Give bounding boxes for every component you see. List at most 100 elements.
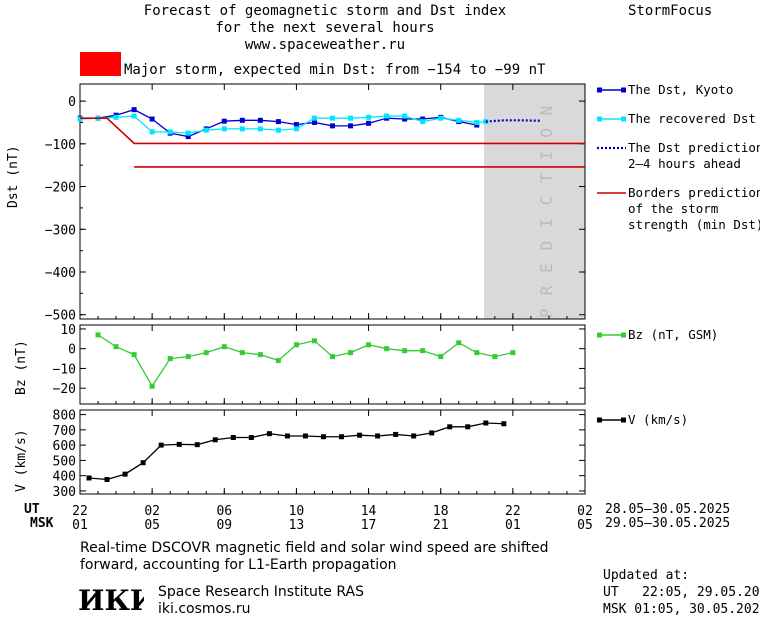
data-point-the-recovered-dst [77,116,83,122]
dst-axis-label: Dst (nT) [6,145,21,208]
legend-marker-dst-kyoto [597,87,602,93]
msk-tick-label: 01 [505,518,521,533]
prediction-zone [484,84,585,319]
data-point-the-recovered-dst [221,126,227,132]
data-point-the-recovered-dst [366,114,372,120]
y-tick-label: 600 [53,439,76,454]
data-point-the-dst-kyoto [348,123,354,129]
data-point-v-km-s [230,434,236,440]
legend-label-dst-prediction: The Dst prediction [628,140,760,155]
data-point-v-km-s [429,430,435,436]
data-point-v-km-s [158,442,164,448]
data-point-v-km-s [339,434,345,440]
data-point-bz-nt-gsm [348,350,354,356]
data-point-bz-nt-gsm [384,346,390,352]
data-point-the-dst-kyoto [402,116,408,122]
legend-marker-recovered-dst [597,116,602,122]
data-point-the-recovered-dst [293,126,299,132]
data-point-the-dst-kyoto [221,118,227,124]
data-point-v-km-s [104,476,110,482]
storm-alert-text: Major storm, expected min Dst: from −154… [124,62,546,78]
ut-tick-label: 02 [577,504,593,519]
ut-tick-label: 02 [144,504,160,519]
series-line-the-recovered-dst [79,115,486,134]
ut-tick-label: 22 [72,504,88,519]
institute-website[interactable]: iki.cosmos.ru [158,601,251,617]
data-point-v-km-s [465,424,471,430]
prediction-zone-letter: O [537,128,556,138]
storm-alert-swatch [80,52,121,76]
legend-label-bz: Bz (nT, GSM) [628,327,718,342]
data-point-the-dst-kyoto [420,116,426,122]
data-point-the-recovered-dst [257,126,263,132]
data-point-v-km-s [483,420,489,426]
data-point-v-km-s [248,434,254,440]
y-tick-label: −20 [53,382,76,397]
data-point-the-dst-kyoto [131,107,137,113]
data-point-the-recovered-dst [203,127,209,133]
data-point-the-dst-kyoto [149,116,155,122]
prediction-zone-letter: D [537,241,556,251]
ut-tick-label: 18 [433,504,449,519]
data-point-the-dst-kyoto [293,122,299,128]
data-point-the-recovered-dst [185,130,191,136]
data-point-v-km-s [447,424,453,430]
data-point-v-km-s [194,442,200,448]
data-point-bz-nt-gsm [492,354,498,360]
footer-note-line1: Real-time DSCOVR magnetic field and sola… [80,540,549,556]
y-tick-label: 700 [53,424,76,439]
data-point-the-recovered-dst [167,129,173,135]
y-tick-label: 10 [60,323,76,338]
data-point-the-dst-kyoto [366,120,372,126]
data-point-bz-nt-gsm [131,352,137,358]
data-point-the-recovered-dst [239,126,245,132]
data-point-the-recovered-dst [402,113,408,119]
iki-logo-text: ИКИ [78,584,144,614]
data-point-bz-nt-gsm [474,350,480,356]
panel-frame [79,409,586,495]
prediction-zone-letter: C [537,196,556,206]
data-point-the-recovered-dst [330,115,335,121]
ut-label: UT [24,502,40,517]
data-point-bz-nt-gsm [311,338,317,344]
series-line-bz-nt-gsm [97,334,513,388]
data-point-bz-nt-gsm [257,352,263,358]
data-point-v-km-s [375,433,381,439]
data-point-the-dst-kyoto [474,122,480,128]
bz-axis-label: Bz (nT) [14,340,29,395]
data-point-the-dst-kyoto [239,117,245,123]
data-point-the-recovered-dst [456,117,462,123]
updated-label: Updated at: [603,568,690,583]
prediction-zone-letter: I [537,218,556,228]
data-point-the-recovered-dst [438,115,444,121]
iki-logo[interactable]: ИКИ [78,584,156,617]
legend-marker-v [597,417,602,423]
legend-label-borders-prediction: strength (min Dst) [628,217,760,232]
data-point-v-km-s [284,433,290,439]
legend-marker-recovered-dst [621,116,626,122]
legend-label-borders-prediction: of the storm [628,201,718,216]
legend-marker-dst-kyoto [621,87,626,93]
data-point-bz-nt-gsm [293,342,299,348]
prediction-zone-letter: P [537,308,556,318]
data-point-v-km-s [393,431,399,437]
data-point-v-km-s [86,475,92,481]
institute-name: Space Research Institute RAS [158,584,364,600]
data-point-the-recovered-dst [131,113,137,119]
data-point-the-dst-kyoto [185,134,191,140]
dst-panel: P R E D I C T I O N 0 −100 −200 −300 −400 −500 [45,83,586,324]
data-point-the-recovered-dst [348,115,354,121]
msk-tick-label: 21 [433,518,449,533]
data-point-v-km-s [411,433,417,439]
data-point-the-recovered-dst [311,115,317,121]
data-point-v-km-s [140,460,146,466]
ut-tick-label: 22 [505,504,521,519]
legend-marker-bz [597,332,602,338]
msk-tick-label: 09 [216,518,232,533]
footer-note-line2: forward, accounting for L1-Earth propaga… [80,557,397,573]
chart-title-url[interactable]: www.spaceweather.ru [244,37,406,53]
ut-tick-label: 10 [289,504,305,519]
data-point-the-recovered-dst [384,113,390,119]
data-point-the-recovered-dst [149,129,155,135]
